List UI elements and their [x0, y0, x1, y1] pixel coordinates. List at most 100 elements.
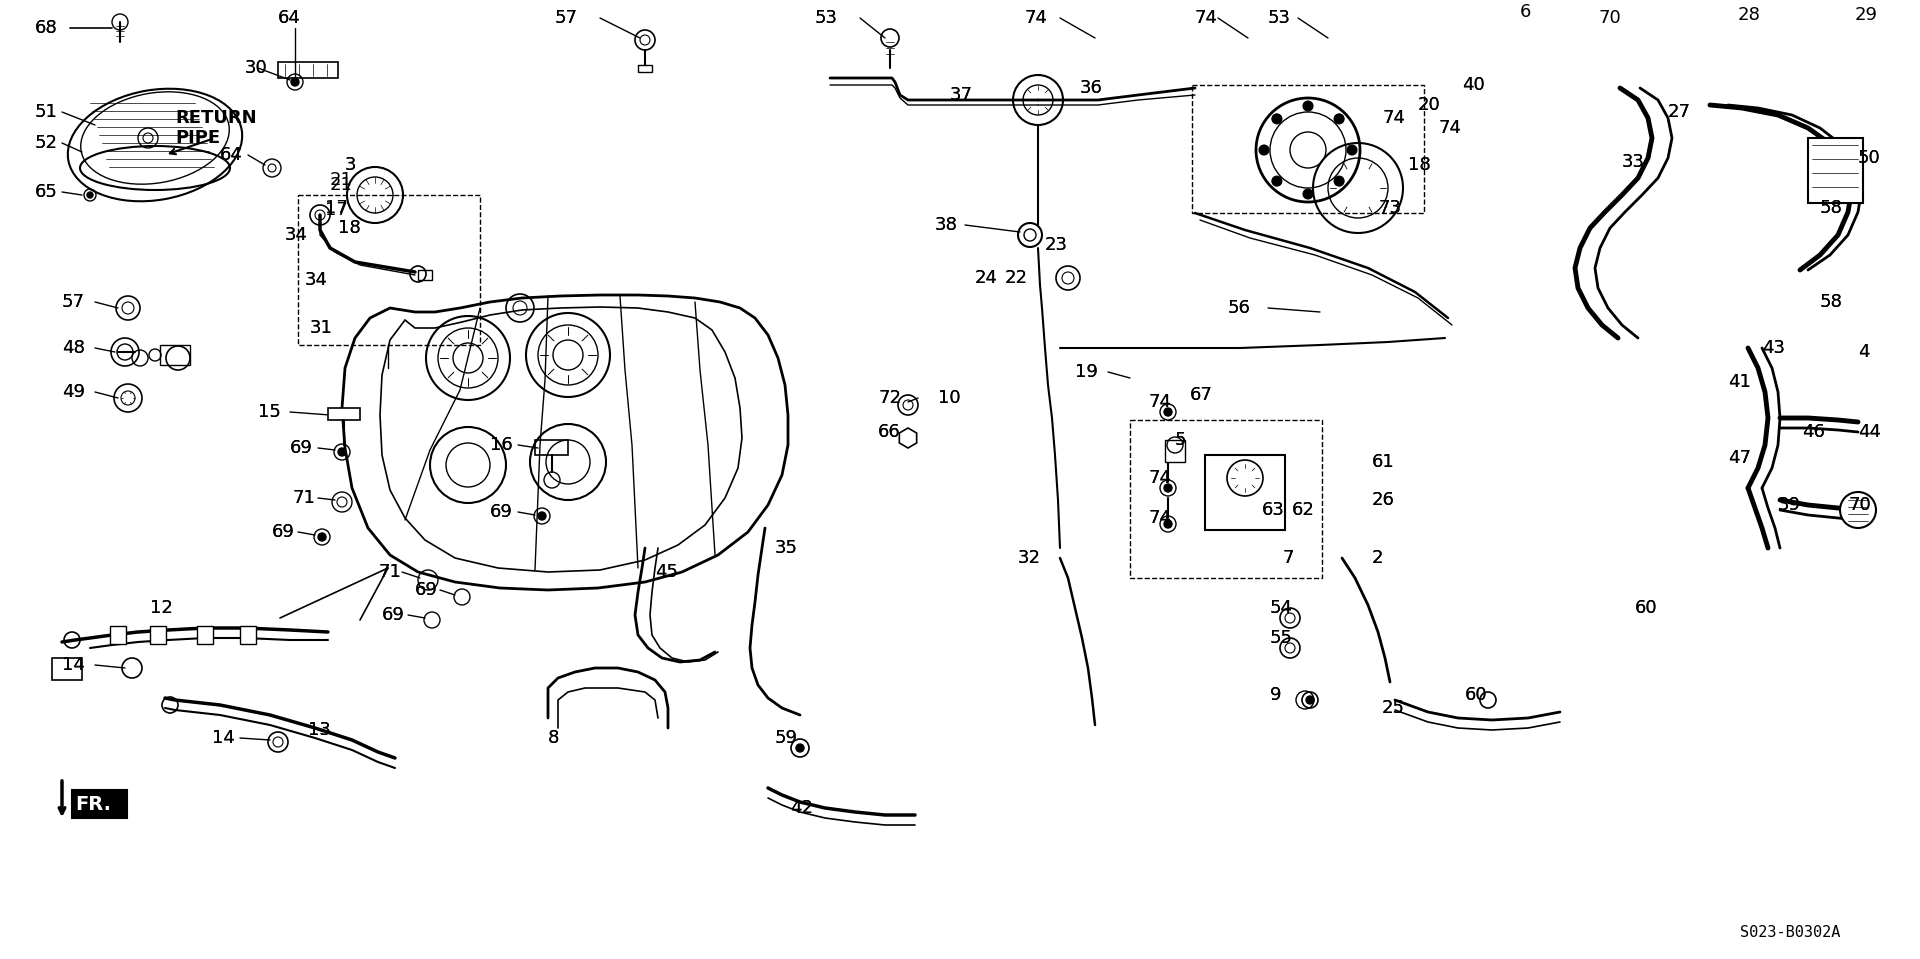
Text: FR.: FR.	[75, 796, 111, 814]
Circle shape	[338, 448, 346, 456]
Text: 31: 31	[309, 319, 332, 337]
Circle shape	[1839, 492, 1876, 528]
Circle shape	[1260, 145, 1269, 155]
Bar	[198, 626, 213, 644]
Text: 74: 74	[1148, 393, 1171, 411]
Text: 9: 9	[1269, 686, 1281, 704]
Text: RETURN: RETURN	[175, 109, 257, 127]
Text: 31: 31	[309, 319, 332, 337]
Text: 74: 74	[1148, 469, 1171, 487]
Text: 61: 61	[1373, 453, 1394, 471]
Text: 51: 51	[35, 103, 58, 121]
Text: 64: 64	[278, 9, 301, 27]
Text: 71: 71	[292, 489, 315, 507]
Circle shape	[1348, 145, 1357, 155]
Text: 30: 30	[246, 59, 267, 77]
Text: 9: 9	[1269, 686, 1281, 704]
Text: 74: 74	[1148, 469, 1171, 487]
Text: 74: 74	[1148, 393, 1171, 411]
Text: 46: 46	[1803, 423, 1824, 441]
Text: 39: 39	[1778, 496, 1801, 514]
Text: 33: 33	[1622, 153, 1645, 171]
Text: 8: 8	[547, 729, 559, 747]
Text: 57: 57	[555, 9, 578, 27]
Text: 19: 19	[1075, 363, 1098, 381]
Polygon shape	[1165, 440, 1185, 462]
Text: PIPE: PIPE	[175, 129, 221, 147]
Text: 27: 27	[1668, 103, 1692, 121]
Circle shape	[319, 533, 326, 541]
Text: 69: 69	[290, 439, 313, 457]
Circle shape	[1334, 176, 1344, 186]
Text: 60: 60	[1465, 686, 1488, 704]
Text: 74: 74	[1194, 9, 1217, 27]
Bar	[159, 345, 190, 365]
Text: 74: 74	[1148, 509, 1171, 527]
Bar	[1809, 138, 1862, 203]
Text: 74: 74	[1438, 119, 1461, 137]
Text: 35: 35	[776, 539, 799, 557]
Text: 69: 69	[415, 581, 438, 599]
Text: 72: 72	[877, 389, 900, 407]
Text: 72: 72	[877, 389, 900, 407]
Text: 26: 26	[1373, 491, 1394, 509]
Text: 57: 57	[61, 293, 84, 311]
Text: 50: 50	[1859, 149, 1882, 167]
Text: 7: 7	[1283, 549, 1294, 567]
Text: 74: 74	[1025, 9, 1048, 27]
Text: 62: 62	[1292, 501, 1315, 519]
Polygon shape	[328, 408, 361, 420]
Text: 34: 34	[284, 226, 307, 244]
Bar	[73, 790, 127, 818]
Text: 71: 71	[378, 563, 401, 581]
Text: 74: 74	[1148, 509, 1171, 527]
Text: 20: 20	[1419, 96, 1440, 114]
Text: 58: 58	[1820, 293, 1843, 311]
Text: 3: 3	[346, 156, 357, 174]
Circle shape	[1164, 520, 1171, 528]
Text: 74: 74	[1438, 119, 1461, 137]
Text: 38: 38	[935, 216, 958, 234]
Text: 14: 14	[61, 656, 84, 674]
Text: 15: 15	[257, 403, 280, 421]
Text: 54: 54	[1269, 599, 1292, 617]
Text: 54: 54	[1269, 599, 1292, 617]
Circle shape	[1271, 176, 1283, 186]
Text: 65: 65	[35, 183, 58, 201]
Text: 5: 5	[1175, 431, 1187, 449]
Text: 68: 68	[35, 19, 58, 37]
Text: 47: 47	[1728, 449, 1751, 467]
Text: 34: 34	[284, 226, 307, 244]
Text: 38: 38	[935, 216, 958, 234]
Text: 28: 28	[1738, 6, 1761, 24]
Text: 64: 64	[221, 146, 242, 164]
Circle shape	[538, 512, 545, 520]
Text: 18: 18	[338, 219, 361, 237]
Text: 64: 64	[221, 146, 242, 164]
Text: 42: 42	[789, 799, 812, 817]
Text: 52: 52	[35, 134, 58, 152]
Text: 69: 69	[273, 523, 296, 541]
Text: 58: 58	[1820, 293, 1843, 311]
Text: 69: 69	[490, 503, 513, 521]
Text: 42: 42	[789, 799, 812, 817]
Text: 74: 74	[1194, 9, 1217, 27]
Text: 36: 36	[1079, 79, 1102, 97]
Text: 12: 12	[150, 599, 173, 617]
Text: 74: 74	[1382, 109, 1405, 127]
Text: 53: 53	[1267, 9, 1290, 27]
Text: 23: 23	[1044, 236, 1068, 254]
Text: 41: 41	[1728, 373, 1751, 391]
Text: 56: 56	[1229, 299, 1250, 317]
Text: 71: 71	[292, 489, 315, 507]
Text: 40: 40	[1461, 76, 1484, 94]
Text: 57: 57	[61, 293, 84, 311]
Text: 70: 70	[1597, 9, 1620, 27]
Text: 70: 70	[1847, 496, 1870, 514]
Text: 69: 69	[273, 523, 296, 541]
Text: 60: 60	[1636, 599, 1657, 617]
Text: 33: 33	[1622, 153, 1645, 171]
Text: 15: 15	[257, 403, 280, 421]
Text: 29: 29	[1855, 6, 1878, 24]
Text: 25: 25	[1382, 699, 1405, 717]
